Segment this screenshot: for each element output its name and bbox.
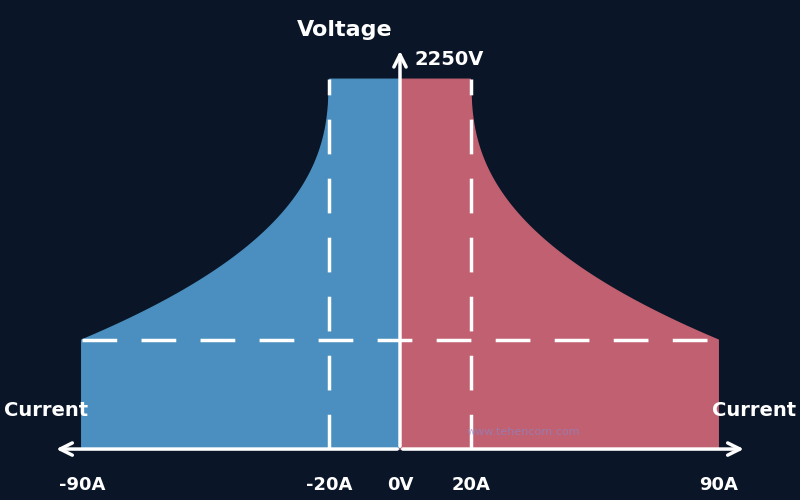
- Text: 20A: 20A: [451, 476, 490, 494]
- Text: -20A: -20A: [306, 476, 353, 494]
- Text: www.tehencom.com: www.tehencom.com: [467, 428, 581, 438]
- Text: 0V: 0V: [387, 476, 413, 494]
- Text: Current: Current: [4, 400, 89, 419]
- Text: Voltage: Voltage: [298, 20, 393, 40]
- Text: Current: Current: [711, 400, 796, 419]
- Text: 90A: 90A: [699, 476, 738, 494]
- Text: 2250V: 2250V: [414, 50, 483, 70]
- Text: -90A: -90A: [58, 476, 105, 494]
- Polygon shape: [82, 79, 400, 449]
- Polygon shape: [400, 79, 718, 449]
